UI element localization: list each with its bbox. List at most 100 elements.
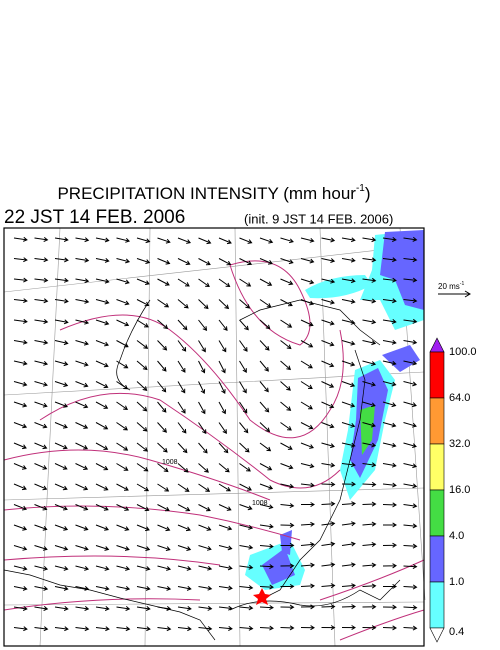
wind-arrow (13, 463, 27, 470)
wind-arrow (341, 462, 356, 468)
wind-arrow (198, 299, 209, 310)
wind-arrow (341, 237, 356, 243)
colorbar-box (429, 443, 445, 491)
wind-arrow (13, 401, 28, 408)
wind-arrow (34, 422, 48, 429)
wind-arrow (218, 278, 231, 288)
wind-arrow (259, 483, 274, 490)
wind-arrow (75, 586, 90, 591)
wind-arrow (300, 562, 315, 568)
wind-arrow (280, 583, 295, 589)
wind-arrow (157, 360, 167, 372)
wind-arrow (54, 463, 68, 470)
wind-arrow (116, 381, 129, 390)
wind-arrow (239, 319, 249, 331)
wind-arrow (157, 626, 172, 632)
wind-arrow (95, 237, 110, 243)
wind-arrow (13, 339, 28, 345)
wind-arrow (75, 442, 89, 450)
wind-arrow (177, 381, 186, 394)
wind-arrow (341, 481, 356, 487)
wind-arrow (218, 422, 227, 435)
wind-arrow (321, 501, 336, 507)
wind-arrow (177, 442, 188, 454)
wind-arrow (34, 319, 49, 324)
wind-arrow (157, 606, 172, 611)
wind-arrow (280, 483, 295, 489)
wind-arrow (301, 502, 315, 508)
coastline (259, 349, 366, 601)
colorbar-label: 16.0 (449, 484, 470, 496)
wind-arrow (136, 463, 149, 472)
wind-arrow (136, 586, 151, 591)
wind-arrow (259, 299, 272, 308)
wind-arrow (280, 340, 292, 350)
wind-arrow (198, 483, 211, 492)
wind-arrow (403, 564, 418, 570)
wind-scale-label: 20 ms-1 (438, 281, 464, 291)
wind-arrow (95, 442, 109, 450)
wind-arrow (382, 257, 397, 263)
wind-arrow (34, 339, 49, 345)
wind-arrow (95, 504, 109, 511)
wind-arrow (75, 360, 89, 367)
colorbar-box (429, 581, 445, 629)
wind-arrow (259, 381, 269, 393)
wind-arrow (300, 278, 315, 285)
wind-arrow (239, 463, 251, 472)
wind-arrow (198, 401, 206, 415)
colorbar-label: 64.0 (449, 392, 470, 404)
wind-arrow (403, 381, 418, 387)
isobar (3, 555, 221, 566)
wind-arrow (280, 258, 294, 265)
wind-arrow (383, 583, 397, 589)
wind-arrow (362, 422, 376, 428)
wind-arrow (259, 237, 274, 244)
wind-arrow (362, 481, 377, 487)
colorbar-triangle (429, 627, 445, 643)
wind-arrow (218, 504, 232, 511)
wind-arrow (259, 625, 274, 631)
wind-arrow (362, 298, 377, 304)
wind-arrow (136, 565, 151, 571)
wind-arrow (54, 360, 69, 367)
wind-arrow (218, 442, 229, 454)
wind-arrow (218, 360, 226, 374)
wind-arrow (116, 565, 131, 571)
wind-arrow (403, 463, 418, 469)
wind-arrow (218, 524, 233, 531)
wind-arrow (136, 545, 151, 551)
colorbar: 100.0 64.0 32.0 16.0 4.0 1.0 0.4 (429, 337, 477, 643)
wind-arrow (54, 606, 69, 611)
wind-arrow (95, 524, 110, 531)
location-star (253, 588, 271, 605)
wind-arrow (13, 504, 27, 511)
wind-arrow (403, 277, 418, 283)
wind-arrow (362, 604, 377, 610)
wind-arrow (116, 545, 130, 551)
wind-arrow (13, 298, 28, 304)
wind-arrow (300, 542, 315, 548)
wind-arrow (34, 237, 49, 242)
wind-arrow (300, 442, 315, 449)
wind-arrow (116, 278, 130, 285)
wind-arrow (341, 360, 356, 367)
wind-arrow (321, 604, 336, 610)
wind-arrow (362, 562, 377, 568)
wind-arrow (95, 401, 109, 409)
wind-arrow (95, 483, 109, 491)
wind-arrow (198, 340, 206, 353)
wind-arrow (34, 298, 49, 304)
wind-arrow (259, 523, 274, 529)
wind-arrow (54, 442, 68, 450)
wind-arrow (300, 258, 315, 264)
wind-arrow (177, 585, 192, 591)
wind-arrow (198, 565, 213, 571)
wind-arrow (54, 545, 69, 551)
wind-arrow (13, 442, 27, 450)
wind-arrow (177, 565, 192, 571)
wind-arrow (280, 237, 294, 244)
wind-arrow (280, 381, 291, 391)
wind-arrow (362, 542, 377, 547)
wind-arrow (239, 605, 254, 611)
